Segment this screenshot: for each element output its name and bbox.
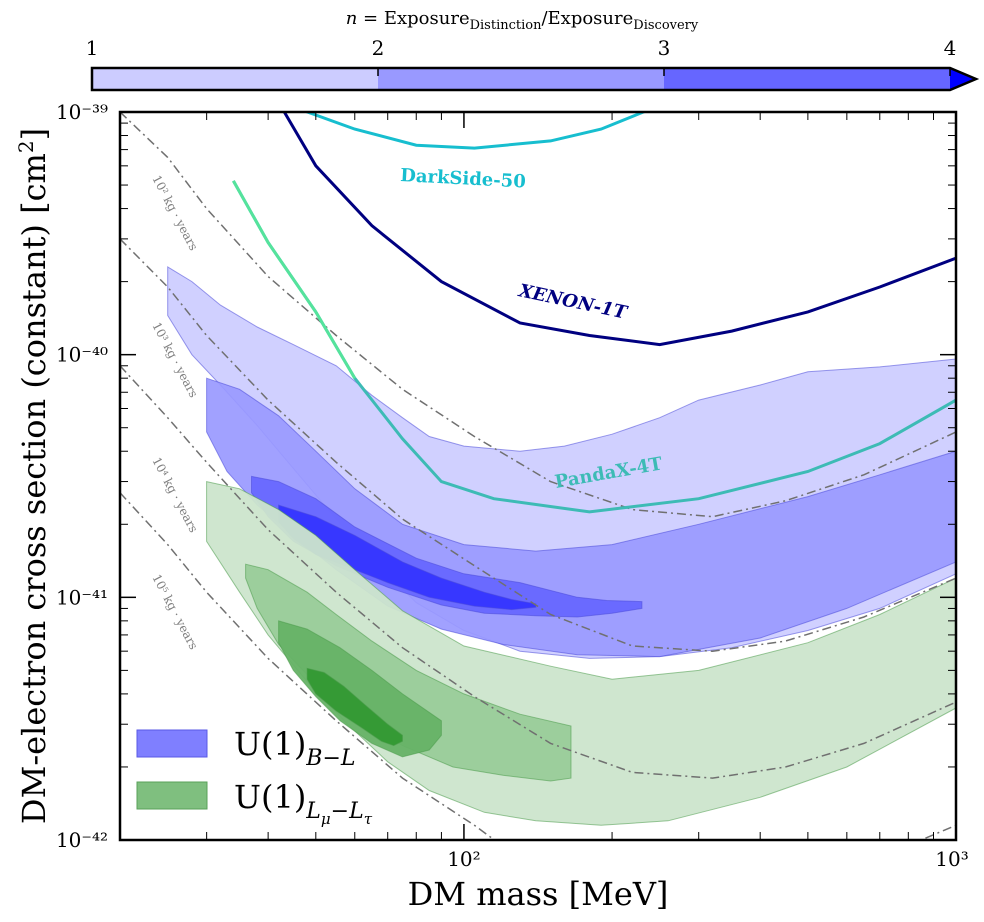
colorbar-title: n = ExposureDistinction/ExposureDiscover…: [346, 8, 699, 33]
curve-pandax-4t-low-mass: [232, 180, 357, 379]
colorbar-segment-3: [664, 68, 950, 90]
colorbar-extend-arrow: [950, 68, 976, 90]
y-tick-label: 10⁻³⁹: [56, 100, 108, 124]
region-u-1-l-l-level-4: [306, 667, 403, 747]
curve-darkside-50: [303, 112, 648, 150]
x-tick-label: 10²: [447, 847, 480, 871]
legend-swatch-b-l: [136, 729, 208, 758]
y-axis-label: DM-electron cross section (constant) [cm…: [14, 128, 53, 824]
y-tick-label: 10⁻⁴¹: [56, 585, 108, 609]
exposure-contour-1: [120, 112, 956, 518]
colorbar-tick-label: 4: [944, 36, 957, 60]
colorbar-segment-2: [378, 68, 664, 90]
colorbar-segment-1: [92, 68, 378, 90]
curve-xenon-1t: [282, 112, 956, 347]
colorbar-tick-label: 1: [86, 36, 99, 60]
y-tick-label: 10⁻⁴²: [56, 828, 108, 852]
colorbar: n = ExposureDistinction/ExposureDiscover…: [86, 8, 980, 92]
region-u-1-l-l-level-3: [278, 620, 442, 758]
colorbar-tick-label: 2: [372, 36, 385, 60]
plot-frame: [118, 110, 958, 842]
legend-swatch-lmu-ltau: [136, 781, 208, 810]
exposure-contour-4: [120, 492, 496, 840]
exposure-contour-3: [120, 365, 956, 779]
colorbar-frame: [90, 66, 980, 92]
x-axis-label: DM mass [MeV]: [408, 875, 669, 913]
colorbar-tick-label: 3: [658, 36, 671, 60]
y-tick-label: 10⁻⁴⁰: [56, 343, 108, 367]
x-tick-label: 10³: [935, 847, 968, 871]
